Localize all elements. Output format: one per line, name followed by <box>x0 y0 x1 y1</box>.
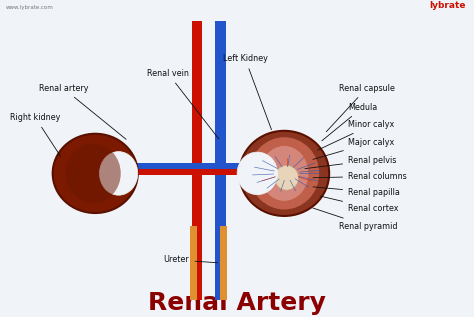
Text: Renal Artery: Renal Artery <box>148 291 326 315</box>
Text: Renal papilla: Renal papilla <box>313 187 400 197</box>
Ellipse shape <box>249 137 319 210</box>
Bar <box>191 21 202 300</box>
Bar <box>91 163 215 169</box>
Text: Renal artery: Renal artery <box>38 84 126 139</box>
Text: www.lybrate.com: www.lybrate.com <box>5 5 53 10</box>
Ellipse shape <box>65 144 121 203</box>
Text: Major calyx: Major calyx <box>313 138 394 159</box>
Bar <box>190 226 197 300</box>
Text: Renal vein: Renal vein <box>147 69 219 139</box>
Text: Renal cortex: Renal cortex <box>320 196 399 213</box>
Text: Renal columns: Renal columns <box>313 172 407 181</box>
Ellipse shape <box>237 152 277 195</box>
Bar <box>226 163 244 169</box>
Text: Right kidney: Right kidney <box>10 113 61 156</box>
Ellipse shape <box>275 165 299 190</box>
Ellipse shape <box>260 146 309 201</box>
Bar <box>220 226 227 300</box>
Text: Minor calyx: Minor calyx <box>318 120 394 150</box>
Text: Renal pelvis: Renal pelvis <box>305 156 396 169</box>
Ellipse shape <box>100 152 138 195</box>
Text: lybrate: lybrate <box>430 2 466 10</box>
Ellipse shape <box>239 131 329 216</box>
Text: Ureter: Ureter <box>164 256 218 264</box>
Text: Medula: Medula <box>322 103 377 141</box>
Bar <box>91 169 191 175</box>
Bar <box>215 21 226 300</box>
Text: Renal capsule: Renal capsule <box>326 84 394 132</box>
Ellipse shape <box>53 134 138 213</box>
Text: Left Kidney: Left Kidney <box>223 55 272 130</box>
Text: Renal pyramid: Renal pyramid <box>313 208 397 231</box>
Bar <box>202 169 244 175</box>
